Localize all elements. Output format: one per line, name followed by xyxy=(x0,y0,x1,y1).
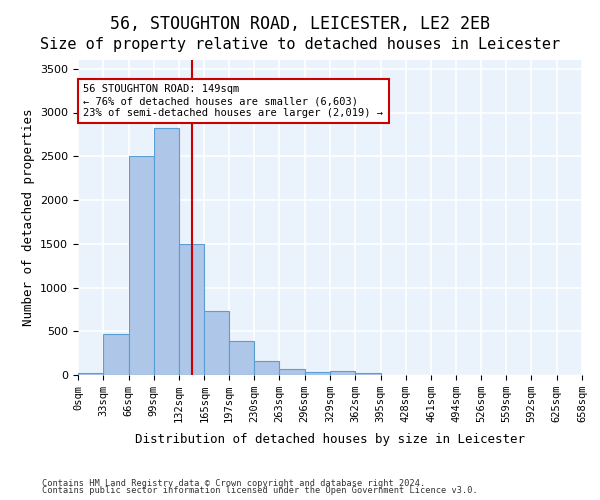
Text: Contains HM Land Registry data © Crown copyright and database right 2024.: Contains HM Land Registry data © Crown c… xyxy=(42,478,425,488)
Bar xyxy=(78,373,103,375)
Bar xyxy=(330,370,355,375)
Bar xyxy=(254,362,280,375)
Bar xyxy=(280,369,305,375)
Text: 56, STOUGHTON ROAD, LEICESTER, LE2 2EB: 56, STOUGHTON ROAD, LEICESTER, LE2 2EB xyxy=(110,15,490,33)
Bar xyxy=(355,373,380,375)
Bar xyxy=(205,311,229,375)
Bar xyxy=(305,372,330,375)
Text: Contains public sector information licensed under the Open Government Licence v3: Contains public sector information licen… xyxy=(42,486,478,495)
Text: 56 STOUGHTON ROAD: 149sqm
← 76% of detached houses are smaller (6,603)
23% of se: 56 STOUGHTON ROAD: 149sqm ← 76% of detac… xyxy=(83,84,383,117)
Bar xyxy=(179,244,205,375)
Y-axis label: Number of detached properties: Number of detached properties xyxy=(22,109,35,326)
Bar xyxy=(103,334,128,375)
Bar xyxy=(229,342,254,375)
Text: Size of property relative to detached houses in Leicester: Size of property relative to detached ho… xyxy=(40,38,560,52)
X-axis label: Distribution of detached houses by size in Leicester: Distribution of detached houses by size … xyxy=(135,434,525,446)
Bar xyxy=(128,156,154,375)
Bar xyxy=(154,128,179,375)
